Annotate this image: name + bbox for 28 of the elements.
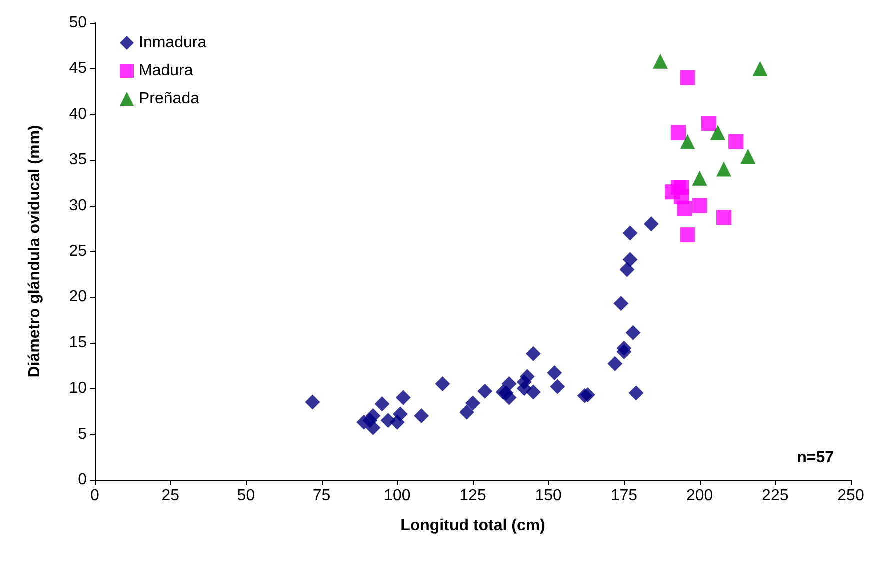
y-axis-title: Diámetro glándula oviducal (mm) — [26, 125, 44, 378]
legend-label: Preñada — [139, 90, 200, 108]
x-tick-label: 200 — [686, 488, 714, 504]
y-tick-label: 50 — [69, 14, 88, 32]
legend-label: Madura — [139, 62, 194, 80]
x-tick-label: 250 — [838, 488, 864, 504]
y-tick-label: 25 — [69, 243, 88, 260]
y-tick-label: 20 — [69, 288, 88, 306]
x-tick-label: 0 — [90, 488, 100, 504]
y-tick-label: 35 — [69, 152, 88, 169]
y-tick-label: 5 — [78, 426, 88, 443]
y-tick-label: 40 — [69, 106, 88, 123]
x-tick-label: 100 — [384, 488, 411, 504]
x-tick-label: 125 — [460, 488, 486, 504]
y-tick-label: 30 — [69, 197, 88, 214]
x-tick-label: 50 — [237, 488, 256, 504]
y-tick-label: 10 — [69, 380, 88, 398]
y-tick-label: 0 — [78, 472, 88, 488]
y-tick-label: 15 — [69, 334, 88, 352]
legend-label: Inmadura — [139, 34, 207, 52]
x-tick-label: 25 — [162, 488, 180, 504]
y-tick-label: 45 — [69, 60, 88, 78]
annotation: n=57 — [797, 450, 834, 466]
x-tick-label: 150 — [535, 488, 562, 504]
x-tick-label: 75 — [312, 488, 331, 504]
x-tick-label: 225 — [762, 488, 789, 504]
x-axis-title: Longitud total (cm) — [400, 518, 546, 534]
x-tick-label: 175 — [610, 488, 638, 504]
